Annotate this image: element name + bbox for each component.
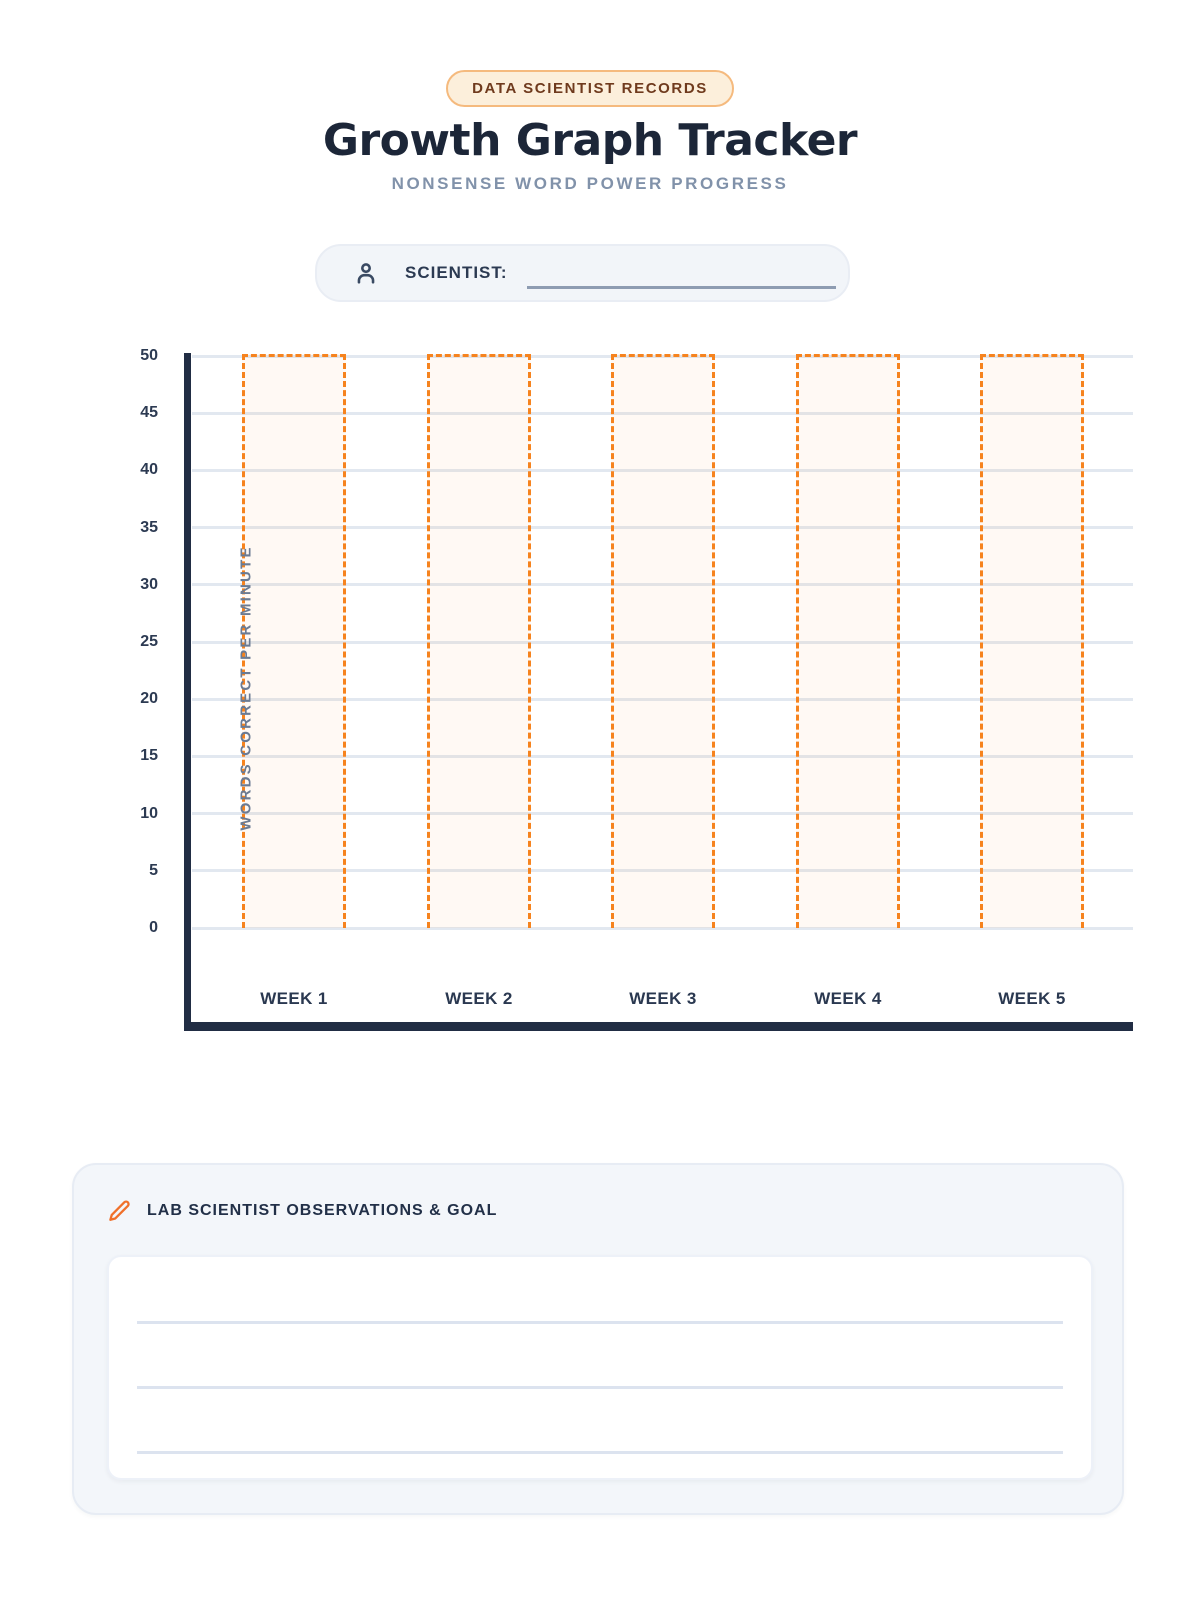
scientist-label: SCIENTIST: xyxy=(405,263,508,282)
y-axis-ticks: 0 5 10 15 20 25 30 35 40 45 50 xyxy=(118,347,158,936)
y-tick-label: 25 xyxy=(140,633,158,650)
gridline xyxy=(192,640,1133,644)
scientist-name-input[interactable] xyxy=(527,286,836,289)
page-header: DATA SCIENTIST RECORDS Growth Graph Trac… xyxy=(0,0,1180,194)
observations-input[interactable] xyxy=(107,1255,1093,1480)
writing-line[interactable] xyxy=(137,1321,1063,1324)
week-bar-outline[interactable] xyxy=(242,354,346,928)
gridline xyxy=(192,697,1133,701)
y-tick-label: 45 xyxy=(140,404,158,422)
scientist-field: SCIENTIST: xyxy=(315,244,850,302)
y-tick-label: 5 xyxy=(149,861,158,879)
gridline xyxy=(192,411,1133,415)
y-tick-label: 20 xyxy=(140,690,158,708)
page-title: Growth Graph Tracker xyxy=(322,115,858,166)
y-tick-label: 10 xyxy=(140,804,158,822)
records-badge: DATA SCIENTIST RECORDS xyxy=(446,70,734,107)
x-tick-label: WEEK 5 xyxy=(998,989,1066,1008)
y-tick-label: 35 xyxy=(140,518,158,536)
gridline xyxy=(192,754,1133,758)
writing-line[interactable] xyxy=(137,1386,1063,1389)
user-icon xyxy=(357,263,375,284)
y-tick-label: 40 xyxy=(140,461,158,479)
observations-card: LAB SCIENTIST OBSERVATIONS & GOAL xyxy=(72,1163,1124,1515)
week-bar-outline[interactable] xyxy=(796,354,900,928)
chart-plot-area: WORDS CORRECT PER MINUTE xyxy=(192,354,1133,930)
gridline xyxy=(192,812,1133,816)
y-axis-label: WORDS CORRECT PER MINUTE xyxy=(237,545,255,831)
gridline xyxy=(192,869,1133,873)
x-axis-labels: WEEK 1 WEEK 2 WEEK 3 WEEK 4 WEEK 5 xyxy=(192,989,1133,1011)
observations-heading: LAB SCIENTIST OBSERVATIONS & GOAL xyxy=(147,1201,498,1219)
week-bar-outline[interactable] xyxy=(611,354,715,928)
writing-line[interactable] xyxy=(137,1451,1063,1454)
gridline xyxy=(192,583,1133,587)
y-tick-label: 50 xyxy=(140,347,158,364)
gridline xyxy=(192,926,1133,930)
gridline xyxy=(192,526,1133,530)
y-tick-label: 30 xyxy=(140,575,158,593)
y-tick-label: 0 xyxy=(149,919,158,936)
pencil-icon xyxy=(109,1200,130,1221)
x-tick-label: WEEK 3 xyxy=(629,989,697,1008)
observations-header: LAB SCIENTIST OBSERVATIONS & GOAL xyxy=(108,1199,497,1222)
x-tick-label: WEEK 4 xyxy=(814,989,882,1008)
x-tick-label: WEEK 2 xyxy=(445,989,513,1008)
week-bar-outline[interactable] xyxy=(980,354,1084,928)
x-axis-line xyxy=(184,1022,1133,1031)
y-axis-line xyxy=(184,353,191,1031)
y-tick-label: 15 xyxy=(140,747,158,765)
week-bar-outline[interactable] xyxy=(427,354,531,928)
page-subtitle: NONSENSE WORD POWER PROGRESS xyxy=(391,174,789,193)
x-tick-label: WEEK 1 xyxy=(260,989,328,1008)
gridline xyxy=(192,468,1133,472)
